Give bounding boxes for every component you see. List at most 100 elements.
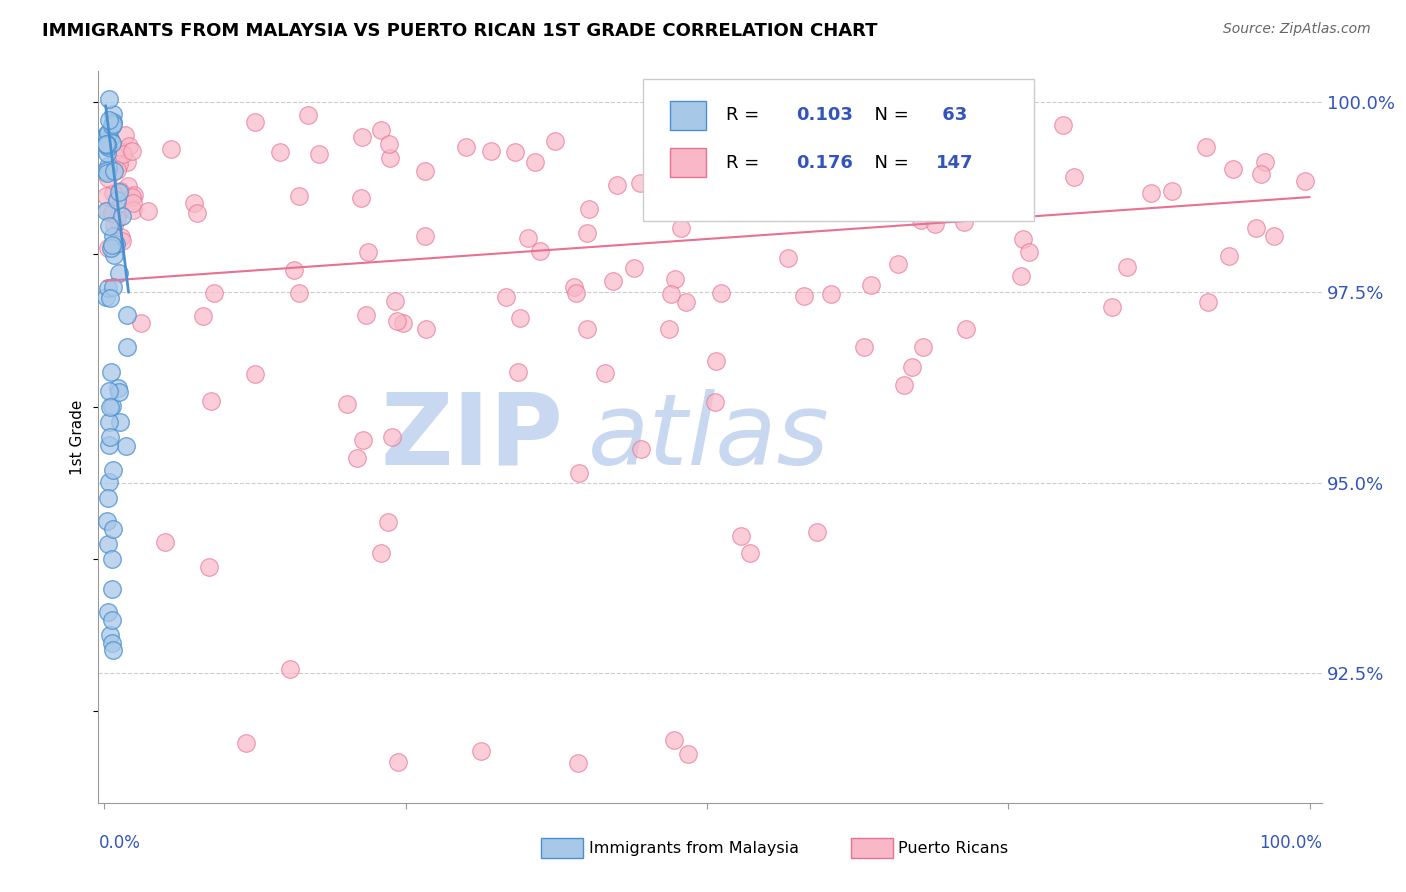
Point bbox=[623, 261, 645, 276]
Point bbox=[1263, 229, 1285, 244]
Point bbox=[101, 107, 124, 121]
Point bbox=[1101, 300, 1123, 314]
Point bbox=[955, 322, 977, 336]
Point bbox=[101, 117, 124, 131]
Point bbox=[659, 287, 682, 301]
Point bbox=[94, 290, 117, 304]
Point bbox=[111, 210, 134, 224]
Point bbox=[1254, 155, 1277, 169]
Point bbox=[778, 252, 800, 266]
Point bbox=[283, 262, 305, 277]
Point bbox=[96, 189, 118, 203]
Point bbox=[107, 142, 129, 156]
Point bbox=[100, 430, 122, 444]
Text: Immigrants from Malaysia: Immigrants from Malaysia bbox=[589, 841, 799, 855]
Point bbox=[901, 360, 924, 375]
Point bbox=[94, 128, 117, 143]
Text: N =: N = bbox=[863, 153, 914, 172]
Point bbox=[630, 177, 652, 191]
Point bbox=[710, 173, 733, 187]
Point bbox=[456, 140, 478, 154]
Point bbox=[110, 416, 132, 430]
Point bbox=[308, 147, 330, 161]
Point bbox=[859, 277, 882, 292]
Point bbox=[1160, 184, 1182, 198]
Point bbox=[479, 144, 502, 158]
Point bbox=[524, 155, 547, 169]
Point bbox=[413, 164, 436, 178]
Point bbox=[1012, 232, 1035, 246]
Point bbox=[593, 366, 616, 380]
Point bbox=[100, 628, 122, 642]
Point bbox=[568, 467, 591, 481]
Point bbox=[100, 613, 122, 627]
Point bbox=[114, 439, 136, 453]
Point bbox=[704, 395, 727, 409]
Point bbox=[103, 219, 125, 233]
Point bbox=[392, 316, 415, 330]
Point bbox=[200, 394, 222, 409]
Point bbox=[101, 117, 124, 131]
Point bbox=[97, 202, 120, 217]
Point bbox=[702, 153, 724, 168]
Point bbox=[100, 400, 122, 414]
Text: 0.0%: 0.0% bbox=[98, 834, 141, 852]
Text: Source: ZipAtlas.com: Source: ZipAtlas.com bbox=[1223, 22, 1371, 37]
Text: 100.0%: 100.0% bbox=[1258, 834, 1322, 852]
Point bbox=[336, 397, 359, 411]
Text: ZIP: ZIP bbox=[381, 389, 564, 485]
Point bbox=[115, 155, 138, 169]
Point bbox=[105, 236, 128, 251]
Point bbox=[793, 289, 815, 303]
Point bbox=[769, 112, 792, 126]
Point bbox=[1250, 167, 1272, 181]
Point bbox=[245, 115, 267, 129]
Point bbox=[96, 131, 118, 145]
Point bbox=[415, 322, 437, 336]
Point bbox=[730, 528, 752, 542]
Point bbox=[98, 292, 121, 306]
Point bbox=[387, 313, 409, 327]
Point bbox=[97, 475, 120, 490]
Point bbox=[912, 140, 935, 154]
Point bbox=[509, 311, 531, 326]
Point bbox=[103, 164, 125, 178]
Point bbox=[506, 365, 529, 379]
Point bbox=[118, 139, 141, 153]
Point bbox=[101, 399, 124, 413]
Point bbox=[669, 221, 692, 235]
Point bbox=[704, 354, 727, 368]
Point bbox=[288, 285, 311, 300]
Point bbox=[108, 266, 131, 280]
Point bbox=[678, 747, 700, 761]
Point bbox=[887, 258, 910, 272]
Point bbox=[1244, 220, 1267, 235]
Point bbox=[101, 643, 124, 657]
Point bbox=[114, 128, 136, 143]
Text: 147: 147 bbox=[936, 153, 974, 172]
Point bbox=[381, 430, 404, 444]
Point bbox=[183, 196, 205, 211]
Point bbox=[413, 228, 436, 243]
Point bbox=[662, 733, 685, 747]
Point bbox=[97, 537, 120, 551]
Point bbox=[111, 147, 134, 161]
Point bbox=[470, 744, 492, 758]
Bar bbox=[669, 101, 706, 130]
Point bbox=[100, 552, 122, 566]
Point bbox=[269, 145, 291, 159]
Point bbox=[910, 213, 932, 227]
Text: 63: 63 bbox=[936, 106, 967, 124]
Point bbox=[96, 170, 118, 185]
Point bbox=[377, 136, 399, 151]
Point bbox=[100, 636, 122, 650]
Point bbox=[97, 219, 120, 234]
Point bbox=[100, 241, 122, 255]
Text: R =: R = bbox=[725, 153, 765, 172]
Point bbox=[675, 295, 697, 310]
Point bbox=[806, 152, 828, 166]
Point bbox=[841, 186, 863, 200]
Point bbox=[346, 450, 368, 465]
Point bbox=[377, 515, 399, 529]
Point bbox=[101, 522, 124, 536]
